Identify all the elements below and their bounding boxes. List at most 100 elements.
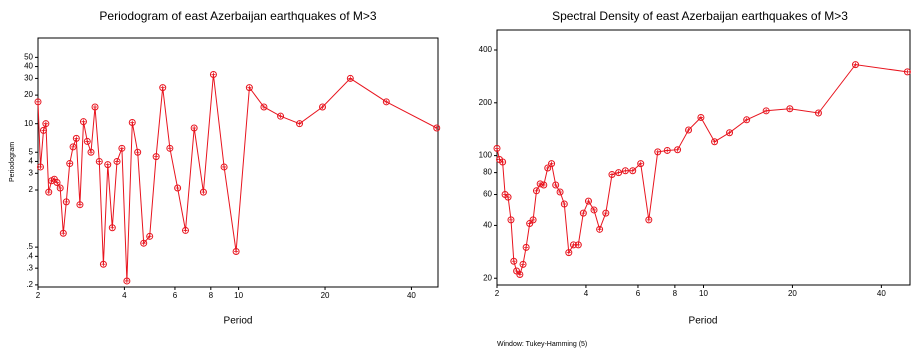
data-point [674,146,682,154]
point-cross [234,249,239,254]
point-cross [603,211,608,216]
point-cross [110,225,115,230]
point-cross [495,146,499,151]
data-point [159,84,167,92]
point-cross [41,128,46,133]
data-point [39,126,47,134]
point-cross [105,162,110,167]
data-point [560,200,568,208]
point-cross [541,182,546,187]
data-point [166,144,174,152]
data-line [37,74,437,282]
data-point [522,243,530,251]
point-cross [135,150,140,155]
point-cross [115,159,120,164]
point-cross [38,164,43,169]
data-point [579,209,587,217]
y-tick-label: 30 [24,74,33,83]
y-tick-label: .3 [26,263,33,272]
data-point [76,201,84,209]
chart-title: Spectral Density of east Azerbaijan eart… [552,9,848,23]
point-cross [744,117,749,122]
point-cross [64,199,69,204]
data-line [496,64,908,276]
point-cross [503,192,508,197]
data-point [596,225,604,233]
point-cross [549,161,554,166]
data-point [118,144,126,152]
data-point [501,191,509,199]
data-point [685,126,693,134]
data-point [552,181,560,189]
point-cross [297,121,302,126]
data-point [743,116,751,124]
point-cross [675,147,680,152]
x-axis-label: Period [689,316,718,327]
data-point [209,70,217,78]
x-tick-label: 20 [321,291,330,300]
data-point [540,181,548,189]
point-cross [514,268,519,273]
data-point [152,153,160,161]
point-cross [43,121,48,126]
x-tick-label: 20 [788,289,797,298]
y-tick-label: 10 [24,119,33,128]
point-cross [592,207,597,212]
data-point [87,148,95,156]
y-tick-label: 5 [29,147,34,156]
data-point [123,277,131,285]
point-cross [576,242,581,247]
y-tick-label: 50 [24,52,33,61]
point-cross [511,259,516,264]
chart-title: Periodogram of east Azerbaijan earthquak… [99,9,376,23]
point-cross [566,250,571,255]
point-cross [545,165,550,170]
point-cross [320,104,325,109]
point-cross [384,99,389,104]
data-point [507,216,515,224]
point-cross [616,170,621,175]
point-cross [609,172,614,177]
point-cross [553,182,558,187]
point-cross [261,104,266,109]
y-tick-label: 400 [479,45,493,54]
data-point [786,105,794,113]
point-cross [58,185,63,190]
data-point [99,260,107,268]
x-axis-label: Period [224,316,253,327]
point-cross [655,149,660,154]
point-cross [85,139,90,144]
window-note: Window: Tukey-Hamming (5) [497,341,587,348]
data-point [220,163,228,171]
data-point [72,134,80,142]
point-cross [630,168,635,173]
y-tick-label: .5 [26,242,33,251]
y-tick-label: 80 [483,168,492,177]
point-cross [247,85,252,90]
data-point [56,184,64,192]
data-point [433,124,441,132]
point-cross [71,144,76,149]
data-point [654,148,662,156]
data-point [590,206,598,214]
data-point [42,120,50,128]
data-point [513,267,521,275]
data-point [182,226,190,234]
data-point [615,169,623,177]
point-cross [348,76,353,81]
point-cross [586,199,591,204]
point-cross [686,127,691,132]
point-cross [175,185,180,190]
point-cross [147,234,152,239]
point-cross [434,126,439,131]
point-cross [497,157,502,162]
y-tick-label: .4 [26,251,33,260]
data-point [532,187,540,195]
point-cross [521,262,526,267]
data-point [814,109,822,117]
data-point [62,198,70,206]
x-tick-label: 4 [584,289,589,298]
data-point [711,138,719,146]
point-cross [508,217,513,222]
point-cross [101,262,106,267]
